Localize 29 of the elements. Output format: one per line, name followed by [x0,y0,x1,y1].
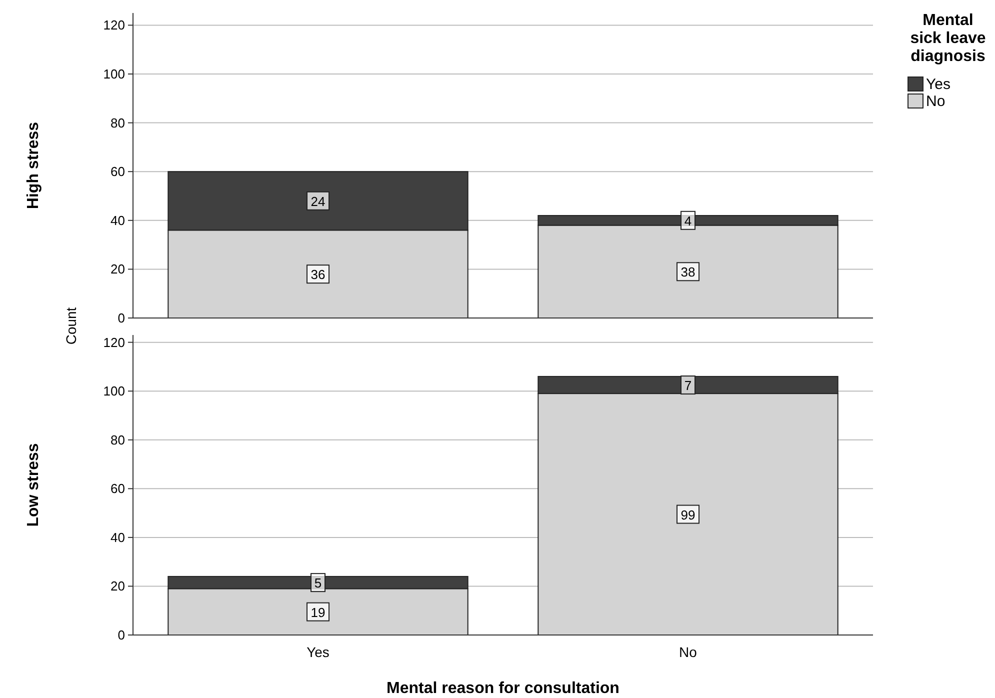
y-tick-label: 100 [103,384,125,399]
y-tick-label: 40 [110,212,125,228]
data-label: 7 [684,378,692,393]
data-label: 24 [310,194,326,209]
x-axis-title: Mental reason for consultation [386,680,620,697]
data-label: 5 [314,576,322,591]
y-tick-label: 40 [110,530,125,545]
data-label: 38 [680,264,696,280]
y-axis-title: Low stress [25,443,42,527]
y-tick-label: 0 [118,310,125,326]
y-tick-label: 120 [103,18,125,33]
legend-title: Mental sick leave diagnosis [910,12,986,65]
y-tick-label: 80 [110,115,125,130]
y-tick-label: 0 [118,628,125,642]
legend-label: No [926,93,946,110]
y-axis-title: High stress [25,122,42,210]
data-label: 36 [310,267,326,282]
y-tick-label: 80 [110,432,125,448]
y-tick-label: 20 [110,262,125,277]
y-tick-label: 100 [103,66,125,82]
data-label: 19 [310,604,326,620]
legend-label: Yes [926,76,950,93]
y-tick-label: 120 [103,334,125,350]
y-tick-label: 60 [110,481,125,496]
y-tick-label: 20 [110,578,125,594]
data-label: 4 [684,213,692,228]
data-label: 99 [680,507,696,522]
y-tick-label: 60 [110,164,125,180]
text: Count [63,307,79,345]
